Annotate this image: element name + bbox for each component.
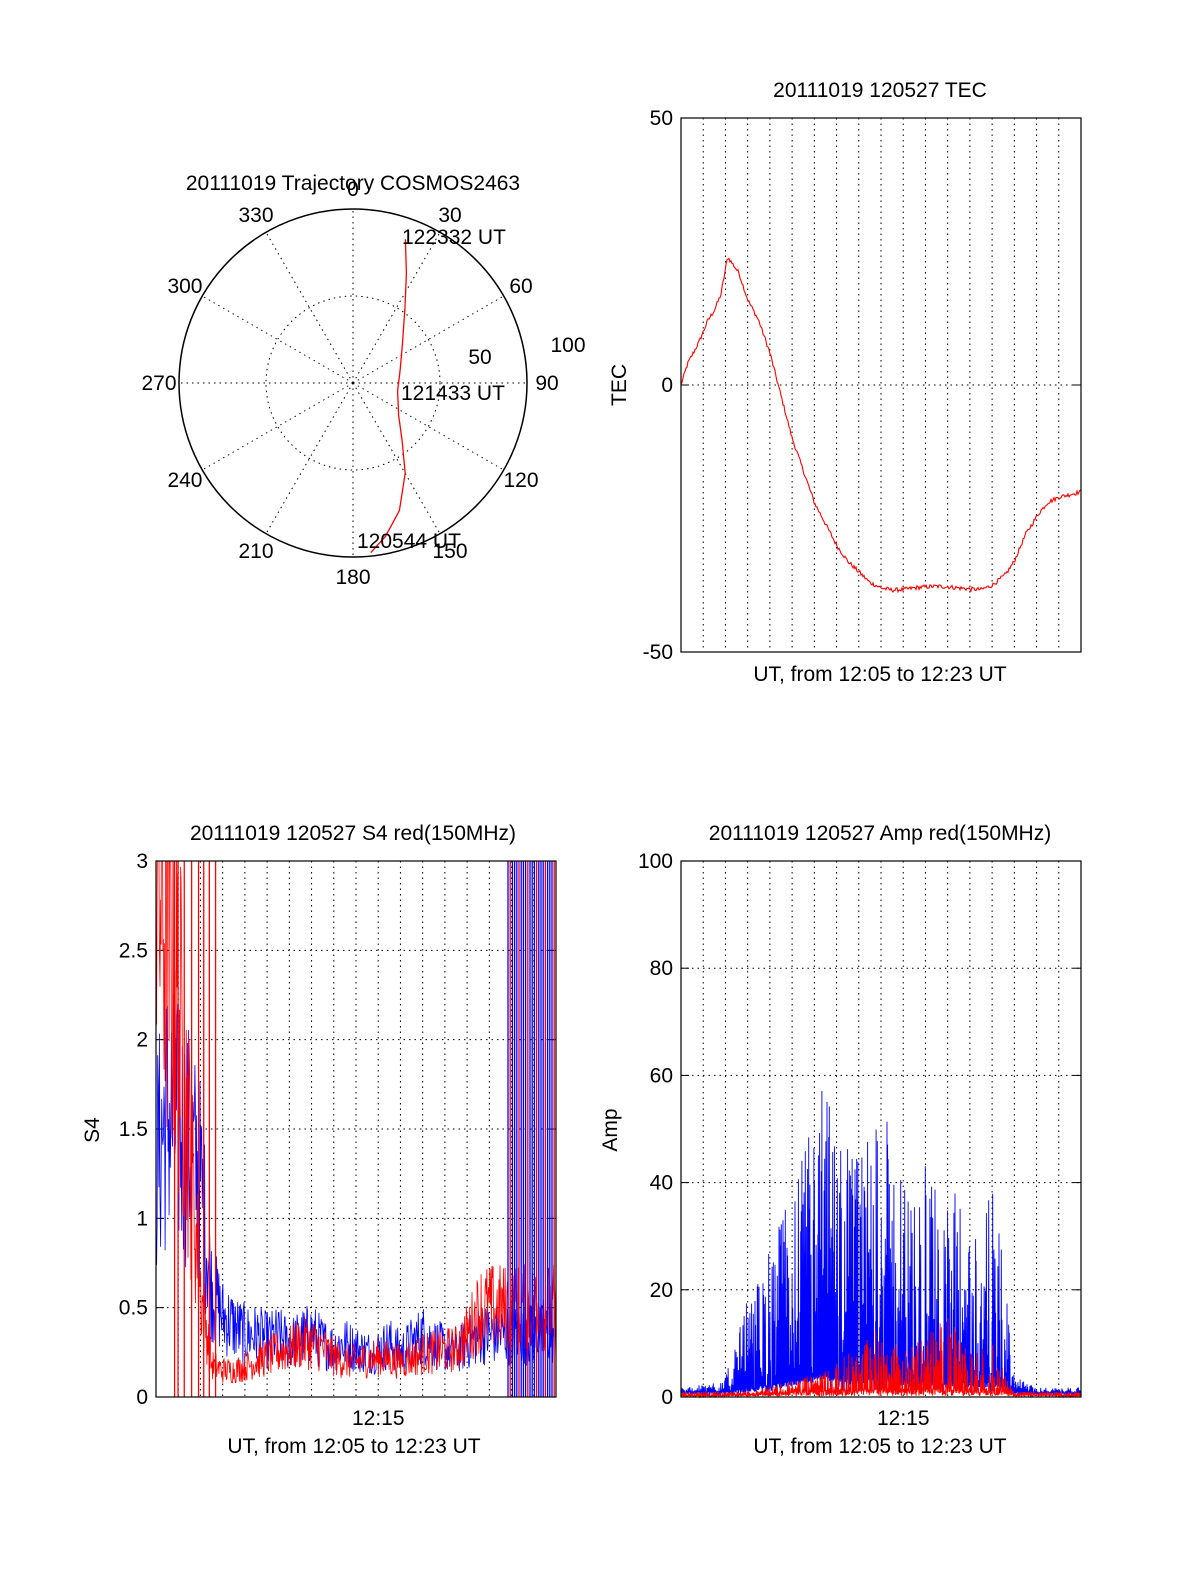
polar-spoke [202, 382, 354, 471]
y-tick-label: 1.5 [119, 1118, 148, 1141]
azimuth-label: 240 [167, 469, 202, 492]
azimuth-label: 300 [167, 275, 202, 298]
y-tick-label: 80 [650, 957, 673, 980]
tec-line [680, 257, 1082, 594]
s4-x-axis-label: UT, from 12:05 to 12:23 UT [227, 1435, 480, 1458]
s4-red-line [156, 861, 556, 1384]
tec-y-axis-label: TEC [608, 364, 631, 406]
polar-spoke [265, 382, 354, 534]
s4-panel: 20111019 120527 S4 red(150MHz) 0 0.5 1 1.5 2… [81, 822, 557, 1458]
tec-x-axis-label: UT, from 12:05 to 12:23 UT [753, 663, 1006, 686]
polar-spoke [265, 232, 354, 384]
y-tick-label: 0 [661, 1386, 673, 1409]
y-tick-label: -50 [643, 641, 673, 664]
trajectory-series [370, 239, 408, 554]
radial-label-50: 50 [468, 346, 491, 369]
azimuth-label: 30 [438, 204, 461, 227]
trajectory-panel: 20111019 Trajectory COSMOS2463 0 30 60 90 12… [141, 172, 585, 589]
amp-y-axis-label: Amp [599, 1108, 622, 1151]
polar-ring-50 [265, 295, 441, 471]
tec-grid [681, 117, 1081, 653]
annotation-121433: 121433 UT [401, 382, 505, 405]
amp-x-tick-labels: 12:15 [877, 1407, 930, 1430]
radial-label-100: 100 [550, 334, 585, 357]
amp-plot-frame [680, 860, 1082, 1398]
s4-y-tick-labels: 0 0.5 1 1.5 2 2.5 3 [119, 850, 148, 1409]
annotation-122332: 122332 UT [402, 226, 506, 249]
amp-panel: 20111019 120527 Amp red(150MHz) 0 20 40 60 8… [599, 822, 1082, 1458]
y-tick-label: 100 [638, 850, 673, 873]
polar-azimuth-labels: 0 30 60 90 120 150 180 210 240 270 300 330 [141, 178, 558, 589]
s4-series [156, 861, 556, 1397]
y-tick-label: 2.5 [119, 939, 148, 962]
annotation-120544: 120544 UT [357, 530, 461, 553]
y-tick-label: 20 [650, 1279, 673, 1302]
amp-y-tick-labels: 0 20 40 60 80 100 [638, 850, 673, 1409]
y-tick-label: 0.5 [119, 1297, 148, 1320]
azimuth-label: 330 [238, 204, 273, 227]
x-tick-label: 12:15 [352, 1407, 405, 1430]
y-tick-label: 0 [661, 374, 673, 397]
azimuth-label: 180 [335, 566, 370, 589]
s4-blue-line [156, 994, 556, 1376]
polar-spoke [352, 382, 441, 534]
azimuth-label: 150 [432, 540, 467, 563]
polar-spoke [352, 382, 504, 471]
polar-spoke [352, 232, 441, 384]
y-tick-label: 60 [650, 1064, 673, 1087]
tec-y-tick-labels: -50 0 50 [643, 107, 673, 664]
azimuth-label: 270 [141, 372, 176, 395]
amp-x-axis-label: UT, from 12:05 to 12:23 UT [753, 1435, 1006, 1458]
polar-outer-circle [178, 208, 528, 558]
s4-y-axis-label: S4 [81, 1117, 104, 1143]
x-tick-label: 12:15 [877, 1407, 930, 1430]
tec-plot-frame [680, 117, 1082, 653]
y-tick-label: 40 [650, 1172, 673, 1195]
azimuth-label: 210 [238, 540, 273, 563]
azimuth-label: 60 [509, 275, 532, 298]
y-tick-label: 50 [650, 107, 673, 130]
tec-series [680, 257, 1082, 594]
polar-grid [178, 208, 528, 558]
amp-title: 20111019 120527 Amp red(150MHz) [709, 822, 1051, 845]
polar-spoke [352, 295, 504, 384]
y-tick-label: 1 [136, 1207, 148, 1230]
azimuth-label: 120 [503, 469, 538, 492]
s4-series-group [156, 861, 556, 1397]
y-tick-label: 0 [136, 1386, 148, 1409]
y-tick-label: 3 [136, 850, 148, 873]
trajectory-line [370, 239, 408, 554]
s4-title: 20111019 120527 S4 red(150MHz) [190, 822, 516, 845]
tec-title: 20111019 120527 TEC [773, 79, 987, 102]
tec-panel: 20111019 120527 TEC -50 0 50 TEC UT, from … [608, 79, 1082, 686]
azimuth-label: 0 [347, 178, 359, 201]
amp-red-line [680, 1318, 1082, 1399]
trajectory-title: 20111019 Trajectory COSMOS2463 [186, 172, 520, 195]
s4-x-tick-labels: 12:15 [352, 1407, 405, 1430]
amp-series [680, 1090, 1082, 1399]
y-tick-label: 2 [136, 1029, 148, 1052]
s4-plot-frame [155, 860, 557, 1398]
azimuth-label: 90 [535, 372, 558, 395]
polar-spoke [202, 295, 354, 384]
